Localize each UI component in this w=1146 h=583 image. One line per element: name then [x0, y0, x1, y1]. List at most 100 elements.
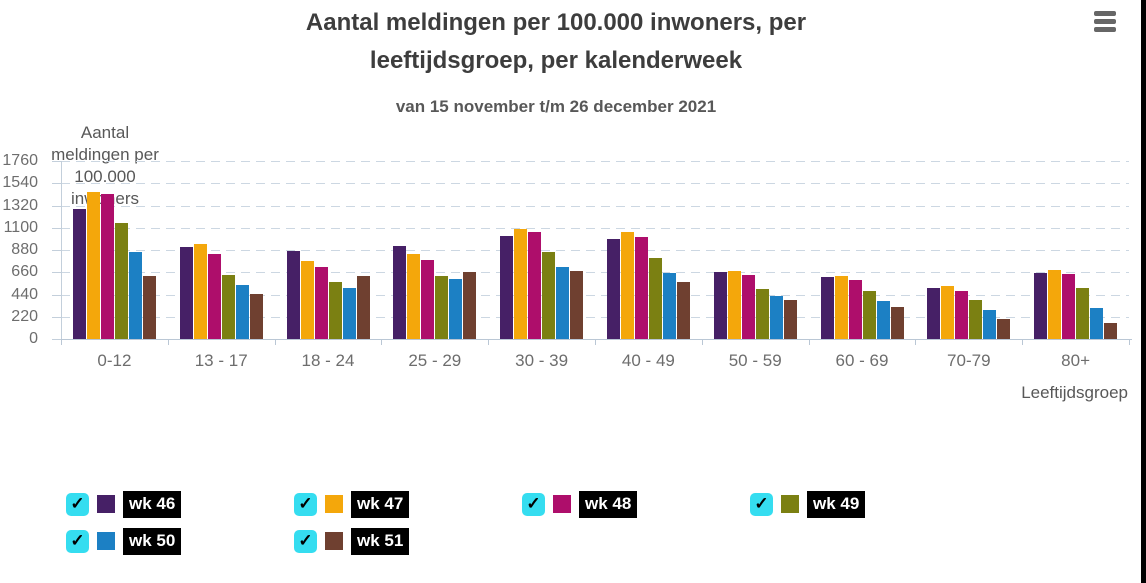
bar-wk51-80+[interactable]	[1104, 323, 1118, 339]
x-tick-mark	[1129, 339, 1130, 345]
bar-wk50-13-17[interactable]	[235, 285, 249, 339]
legend-swatch	[325, 532, 343, 550]
bar-wk50-60-69[interactable]	[876, 301, 890, 339]
bar-wk50-0-12[interactable]	[128, 252, 142, 339]
x-tick-mark	[595, 339, 596, 345]
bar-wk48-30-39[interactable]	[528, 232, 542, 339]
bar-wk50-40-49[interactable]	[662, 273, 676, 339]
legend-item-wk46: ✓ wk 46	[66, 490, 182, 518]
legend-checkbox-wk49[interactable]: ✓	[750, 492, 773, 516]
bar-wk46-30-39[interactable]	[500, 236, 514, 339]
bar-wk46-70-79[interactable]	[927, 288, 941, 339]
bar-wk49-18-24[interactable]	[328, 282, 342, 339]
y-tick-label: 1760	[2, 152, 38, 169]
bar-wk46-40-49[interactable]	[606, 239, 620, 339]
x-tick-mark	[167, 339, 169, 345]
y-tick-mark	[52, 339, 61, 340]
bar-wk51-70-79[interactable]	[997, 319, 1011, 339]
chart-menu-button[interactable]	[1094, 9, 1120, 33]
y-axis-line	[61, 161, 62, 340]
bar-wk51-13-17[interactable]	[249, 294, 263, 339]
bar-wk46-80+[interactable]	[1034, 273, 1048, 339]
bar-wk47-25-29[interactable]	[407, 254, 421, 339]
y-tick-label: 220	[11, 307, 38, 325]
legend-item-wk47: ✓ wk 47	[294, 490, 410, 518]
bar-wk48-25-29[interactable]	[421, 260, 435, 339]
bar-wk51-30-39[interactable]	[570, 271, 584, 339]
x-tick-mark	[808, 339, 810, 345]
bar-wk46-18-24[interactable]	[286, 251, 300, 339]
bar-wk50-25-29[interactable]	[449, 279, 463, 339]
bar-wk48-0-12[interactable]	[100, 194, 114, 339]
bar-wk48-18-24[interactable]	[314, 267, 328, 339]
bar-wk47-80+[interactable]	[1048, 270, 1062, 339]
bar-wk50-70-79[interactable]	[983, 310, 997, 339]
legend-item-wk48: ✓ wk 48	[522, 490, 638, 518]
bar-wk51-60-69[interactable]	[890, 307, 904, 339]
bar-wk47-50-59[interactable]	[727, 271, 741, 339]
bar-wk49-30-39[interactable]	[542, 252, 556, 339]
bar-wk51-0-12[interactable]	[142, 276, 156, 339]
y-tick-mark	[52, 227, 61, 229]
y-tick-mark	[52, 205, 61, 207]
bar-wk49-70-79[interactable]	[969, 300, 983, 339]
legend-label[interactable]: wk 47	[351, 490, 410, 518]
bar-wk51-25-29[interactable]	[463, 272, 477, 339]
legend-checkbox-wk47[interactable]: ✓	[294, 492, 317, 516]
bar-wk50-30-39[interactable]	[556, 267, 570, 339]
legend-swatch	[553, 495, 571, 513]
bar-wk46-25-29[interactable]	[393, 246, 407, 339]
bar-wk46-60-69[interactable]	[820, 277, 834, 339]
bar-wk48-13-17[interactable]	[207, 254, 221, 339]
bar-wk47-30-39[interactable]	[514, 229, 528, 339]
bar-wk47-60-69[interactable]	[834, 276, 848, 339]
bar-wk50-18-24[interactable]	[342, 288, 356, 339]
bar-wk46-50-59[interactable]	[713, 272, 727, 339]
bar-wk48-40-49[interactable]	[634, 237, 648, 339]
bar-wk48-50-59[interactable]	[741, 275, 755, 339]
bar-wk48-70-79[interactable]	[955, 291, 969, 339]
bar-wk47-40-49[interactable]	[620, 232, 634, 339]
bar-wk48-60-69[interactable]	[848, 280, 862, 339]
bar-wk46-13-17[interactable]	[179, 247, 193, 339]
bar-wk49-13-17[interactable]	[221, 275, 235, 339]
hamburger-menu-icon	[1094, 26, 1116, 32]
legend-checkbox-wk50[interactable]: ✓	[66, 529, 89, 553]
legend-label[interactable]: wk 51	[351, 527, 410, 555]
legend-label[interactable]: wk 48	[579, 490, 638, 518]
bar-wk49-50-59[interactable]	[755, 289, 769, 339]
bar-wk49-40-49[interactable]	[648, 258, 662, 339]
x-category-label: 25 - 29	[408, 351, 462, 370]
legend-checkbox-wk48[interactable]: ✓	[522, 492, 545, 516]
y-tick-mark	[52, 183, 61, 185]
bar-wk47-70-79[interactable]	[941, 286, 955, 339]
legend-label[interactable]: wk 49	[807, 490, 866, 518]
y-tick-mark	[52, 161, 61, 162]
y-gridline	[61, 205, 1129, 207]
bar-wk49-80+[interactable]	[1076, 288, 1090, 339]
bar-wk51-40-49[interactable]	[676, 282, 690, 339]
x-tick-mark	[915, 339, 917, 345]
bar-wk46-0-12[interactable]	[72, 209, 86, 339]
bar-wk49-0-12[interactable]	[114, 223, 128, 339]
x-category-label: 18 - 24	[301, 351, 355, 370]
legend-swatch	[325, 495, 343, 513]
bar-wk47-13-17[interactable]	[193, 244, 207, 339]
legend-checkbox-wk46[interactable]: ✓	[66, 492, 89, 516]
bar-wk47-18-24[interactable]	[300, 261, 314, 339]
chart-subtitle: van 15 november t/m 26 december 2021	[395, 97, 717, 116]
bar-wk49-60-69[interactable]	[862, 291, 876, 339]
legend-label[interactable]: wk 46	[123, 490, 182, 518]
legend-checkbox-wk51[interactable]: ✓	[294, 529, 317, 553]
bar-wk47-0-12[interactable]	[86, 192, 100, 339]
legend-label[interactable]: wk 50	[123, 527, 182, 555]
bar-wk50-50-59[interactable]	[769, 296, 783, 339]
x-category-label: 13 - 17	[194, 351, 248, 370]
bar-wk50-80+[interactable]	[1090, 308, 1104, 339]
bar-wk48-80+[interactable]	[1062, 274, 1076, 339]
y-tick-mark	[52, 272, 61, 274]
bar-wk51-50-59[interactable]	[783, 300, 797, 339]
bar-wk51-18-24[interactable]	[356, 276, 370, 339]
bar-wk49-25-29[interactable]	[435, 276, 449, 339]
